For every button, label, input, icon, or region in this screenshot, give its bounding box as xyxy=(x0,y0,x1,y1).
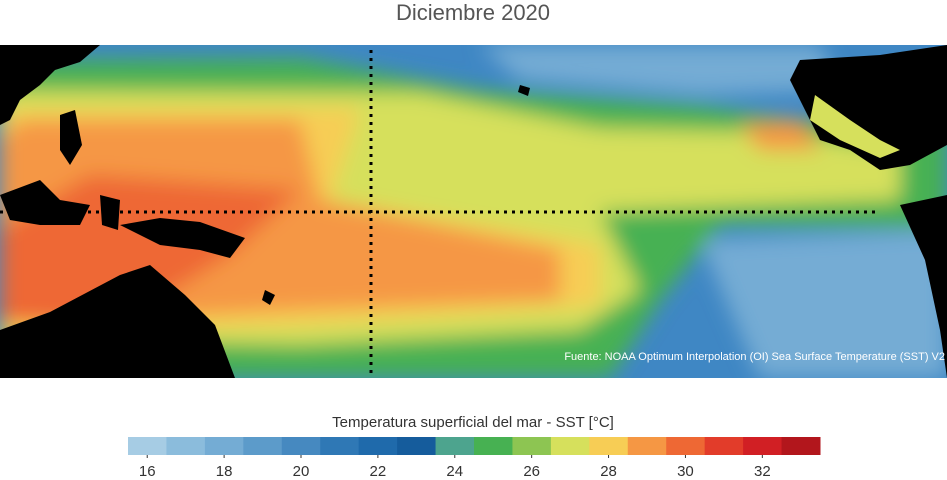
colorbar-tick-label: 30 xyxy=(677,463,694,480)
land-new-guinea xyxy=(120,218,245,258)
warm-gulf xyxy=(740,120,820,150)
colorbar-bin xyxy=(550,437,590,455)
colorbar-bin xyxy=(204,437,244,455)
land-sulawesi xyxy=(100,195,120,230)
colorbar-bin xyxy=(358,437,398,455)
gulf-water xyxy=(810,95,900,158)
colorbar: 16 18 20 22 24 26 28 30 32 xyxy=(128,437,821,480)
colorbar-tick-label: 16 xyxy=(139,463,156,480)
colorbar-bin xyxy=(743,437,783,455)
land-south-america xyxy=(900,195,947,378)
colorbar-bin xyxy=(627,437,667,455)
colorbar-bin xyxy=(320,437,360,455)
colorbar-bin xyxy=(166,437,206,455)
colorbar-tick-label: 22 xyxy=(370,463,387,480)
map-title: Diciembre 2020 xyxy=(396,0,550,25)
land-borneo xyxy=(0,180,90,225)
colorbar-bin xyxy=(666,437,706,455)
colorbar-bin xyxy=(474,437,513,455)
colorbar-tick-label: 32 xyxy=(754,463,771,480)
cool-north xyxy=(480,45,840,95)
land-australia xyxy=(0,265,235,378)
colorbar-label: Temperatura superficial del mar - SST [°… xyxy=(332,414,614,431)
land-north-america xyxy=(790,45,947,170)
colorbar-bin xyxy=(397,437,437,455)
colorbar-bin xyxy=(435,437,475,455)
land-philippines xyxy=(60,110,82,165)
colorbar-bin xyxy=(128,437,167,455)
land-hawaii xyxy=(518,85,530,96)
colorbar-bin xyxy=(589,437,629,455)
cool-southeast xyxy=(700,230,947,378)
land xyxy=(0,45,947,378)
sst-map: Fuente: NOAA Optimum Interpolation (OI) … xyxy=(0,45,947,378)
source-note: Fuente: NOAA Optimum Interpolation (OI) … xyxy=(564,351,945,363)
colorbar-tick-label: 20 xyxy=(293,463,310,480)
land-island xyxy=(262,290,275,305)
colorbar-bin xyxy=(281,437,321,455)
colorbar-tick-label: 28 xyxy=(600,463,617,480)
colorbar-bin xyxy=(243,437,283,455)
colorbar-bin xyxy=(781,437,821,455)
colorbar-bin xyxy=(512,437,552,455)
colorbar-tick-label: 18 xyxy=(216,463,233,480)
colorbar-tick-label: 24 xyxy=(446,463,463,480)
colorbar-bin xyxy=(704,437,744,455)
colorbar-tick-label: 26 xyxy=(523,463,540,480)
land-asia xyxy=(0,45,100,125)
